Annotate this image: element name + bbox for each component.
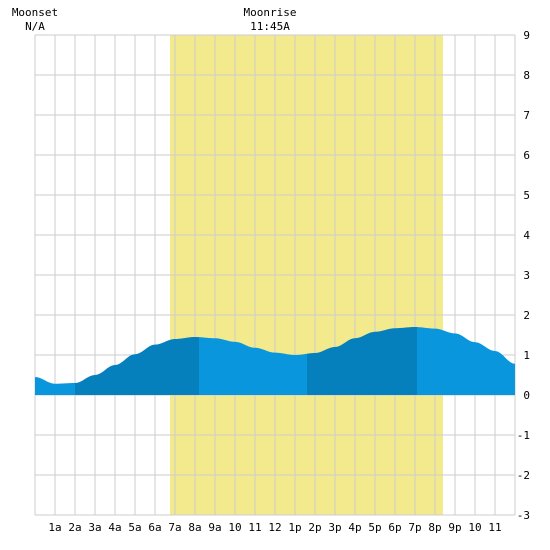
x-tick-label: 4a <box>108 521 121 534</box>
x-tick-label: 10 <box>468 521 481 534</box>
y-tick-label: -1 <box>517 429 530 442</box>
x-tick-label: 6p <box>388 521 401 534</box>
y-tick-label: 7 <box>523 109 530 122</box>
x-tick-label: 9a <box>208 521 221 534</box>
x-tick-label: 2a <box>68 521 81 534</box>
y-tick-label: 2 <box>523 309 530 322</box>
x-tick-label: 11 <box>248 521 261 534</box>
y-axis-ticks: -3 -2 -1 0 1 2 3 4 5 6 7 8 9 <box>517 29 531 522</box>
y-tick-label: 5 <box>523 189 530 202</box>
x-tick-label: 3p <box>328 521 341 534</box>
x-tick-label: 12 <box>268 521 281 534</box>
y-tick-label: -2 <box>517 469 530 482</box>
tide-area <box>35 327 515 395</box>
x-tick-label: 5a <box>128 521 141 534</box>
y-tick-label: 3 <box>523 269 530 282</box>
y-tick-label: 6 <box>523 149 530 162</box>
x-tick-label: 7a <box>168 521 181 534</box>
x-tick-label: 7p <box>408 521 421 534</box>
x-tick-label: 2p <box>308 521 321 534</box>
y-tick-label: -3 <box>517 509 530 522</box>
tide-segment <box>307 327 417 395</box>
grid-lines <box>34 34 516 516</box>
x-tick-label: 3a <box>88 521 101 534</box>
tide-segment <box>417 327 515 395</box>
y-tick-label: 8 <box>523 69 530 82</box>
x-tick-label: 1a <box>48 521 61 534</box>
x-tick-label: 9p <box>448 521 461 534</box>
y-tick-label: 0 <box>523 389 530 402</box>
y-tick-label: 1 <box>523 349 530 362</box>
moon-event-name: Moonset <box>12 6 58 19</box>
tide-segment <box>75 337 199 395</box>
x-tick-label: 10 <box>228 521 241 534</box>
x-tick-label: 8a <box>188 521 201 534</box>
moon-event-name: Moonrise <box>244 6 297 19</box>
moon-event-time: N/A <box>25 20 45 33</box>
x-tick-label: 6a <box>148 521 161 534</box>
y-tick-label: 4 <box>523 229 530 242</box>
x-axis-ticks: 1a 2a 3a 4a 5a 6a 7a 8a 9a 10 11 12 1p 2p 3p 4p 5p 6p 7p 8p… <box>48 521 501 534</box>
x-tick-label: 8p <box>428 521 441 534</box>
tide-segment <box>199 337 307 395</box>
tide-segment <box>35 377 75 395</box>
x-tick-label: 4p <box>348 521 361 534</box>
x-tick-label: 5p <box>368 521 381 534</box>
y-tick-label: 9 <box>523 29 530 42</box>
moon-event-time: 11:45A <box>250 20 290 33</box>
x-tick-label: 1p <box>288 521 301 534</box>
x-tick-label: 11 <box>488 521 501 534</box>
